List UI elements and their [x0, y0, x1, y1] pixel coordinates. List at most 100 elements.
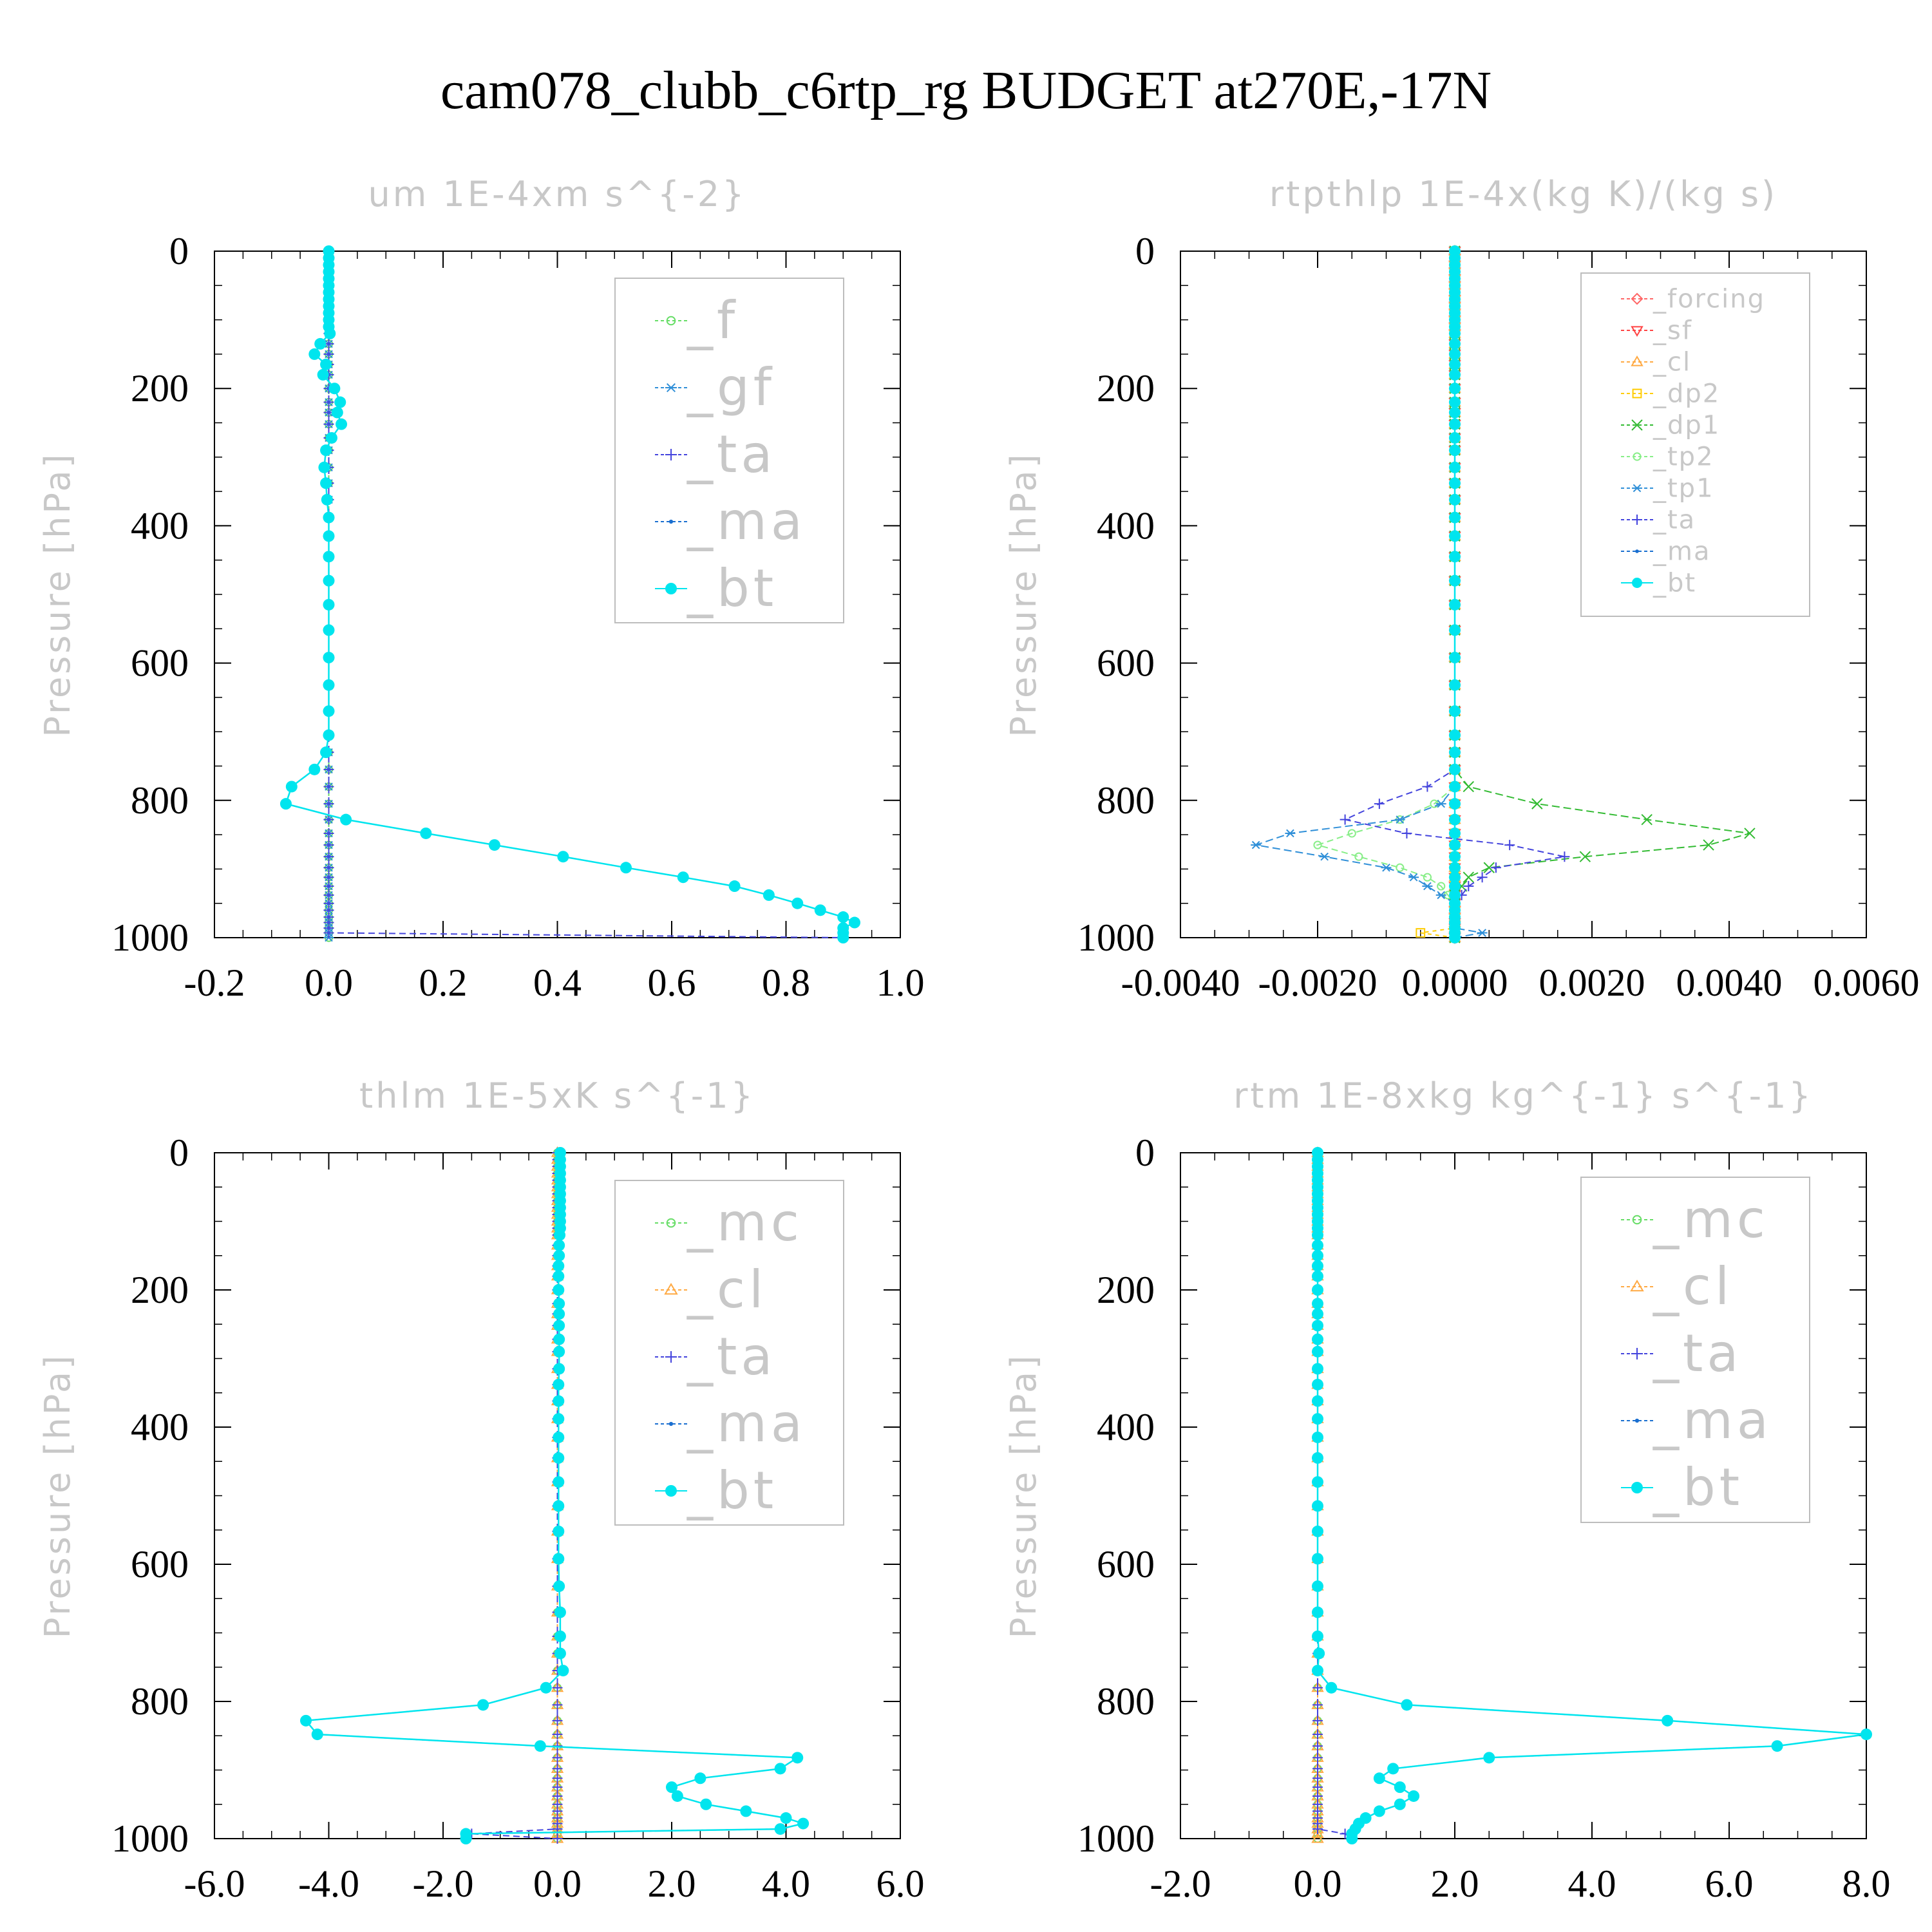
series-bt [300, 1147, 810, 1844]
data-point [1312, 1249, 1323, 1262]
data-point [1312, 1715, 1323, 1726]
legend: _mc _cl _ta _ma _bt [1580, 1177, 1810, 1523]
x-tick-label: -2.0 [413, 1862, 474, 1905]
data-point [553, 1452, 565, 1464]
legend-marker [666, 316, 676, 326]
data-point [1346, 1833, 1358, 1844]
data-point [557, 851, 569, 863]
data-point [774, 1763, 786, 1775]
y-tick-label: 1000 [1077, 1817, 1155, 1860]
data-point [552, 1833, 563, 1844]
series-line [1255, 251, 1482, 938]
data-point [1531, 798, 1543, 810]
legend-label: _ma [687, 1394, 806, 1454]
data-point [321, 493, 333, 506]
data-point [797, 1817, 810, 1830]
data-point [1401, 1699, 1413, 1711]
data-point [666, 1781, 677, 1794]
data-point [728, 880, 741, 893]
data-point [554, 1630, 566, 1642]
data-point [1423, 873, 1432, 882]
data-point [323, 598, 335, 611]
data-point [1408, 1790, 1420, 1802]
data-point [323, 881, 334, 892]
data-point [814, 904, 826, 916]
data-point [553, 1249, 565, 1262]
x-tick-label: 0.0040 [1676, 961, 1783, 1004]
panel-3: thlm 1E-5xK s^{-1} Pressure [hPa] 0 200 400 6… [37, 1075, 925, 1905]
data-point [1449, 781, 1461, 793]
data-point [1449, 889, 1461, 901]
y-tick-label: 800 [1097, 1680, 1155, 1723]
data-point [477, 1699, 489, 1711]
data-point [323, 872, 334, 883]
data-point [1325, 1681, 1338, 1694]
legend-label: _ta [687, 424, 776, 484]
data-point [1312, 1413, 1323, 1425]
x-tick-label: 6.0 [876, 1862, 925, 1905]
legend-marker [1631, 1482, 1643, 1493]
y-tick-label: 400 [131, 504, 189, 547]
legend-marker [1632, 1215, 1642, 1225]
data-point [323, 679, 335, 691]
x-tick-label: 0.4 [533, 961, 582, 1004]
data-point [1312, 1729, 1323, 1740]
x-tick-label: 8.0 [1842, 1862, 1891, 1905]
data-point [323, 764, 334, 775]
x-tick-label: 6.0 [1705, 1862, 1754, 1905]
data-point [1703, 839, 1714, 851]
data-point [1312, 1320, 1323, 1332]
x-tick-label: 0.0 [1294, 1862, 1342, 1905]
series-bt [1449, 245, 1461, 943]
data-point [540, 1681, 552, 1694]
legend-box [614, 1180, 844, 1526]
data-point [1449, 746, 1461, 759]
y-tick-label: 600 [131, 642, 189, 685]
y-tick-label: 0 [169, 230, 189, 272]
data-point [1861, 1728, 1872, 1741]
y-tick-label: 800 [131, 779, 189, 822]
data-point [1449, 530, 1461, 542]
legend-marker [665, 1485, 677, 1497]
data-point [1354, 852, 1363, 861]
data-point [1449, 598, 1461, 611]
data-point [1449, 880, 1461, 893]
data-point [323, 348, 334, 359]
data-point [1312, 1239, 1323, 1251]
data-point [1449, 729, 1461, 741]
data-point [553, 1298, 565, 1310]
data-point [1449, 851, 1461, 863]
y-tick-label: 1000 [111, 916, 189, 959]
legend-label: _cl [1653, 348, 1691, 377]
y-tick-label: 600 [1097, 1543, 1155, 1586]
data-point [1373, 1772, 1385, 1785]
legend-marker [668, 519, 674, 524]
panel-title: rtpthlp 1E-4x(kg K)/(kg s) [1269, 174, 1777, 214]
data-point [1422, 882, 1433, 891]
y-axis-label: Pressure [hPa] [1003, 1353, 1044, 1638]
data-point [1449, 871, 1461, 884]
data-point [320, 746, 332, 759]
data-point [552, 1715, 563, 1726]
data-point [323, 511, 335, 524]
data-point [1449, 337, 1461, 350]
data-point [1449, 477, 1461, 489]
legend-label: _cl [1653, 1256, 1733, 1316]
data-point [1312, 1763, 1323, 1774]
data-point [1312, 1378, 1323, 1390]
legend-label: _dp1 [1653, 411, 1720, 440]
legend-label: _ma [687, 491, 806, 551]
data-point [323, 419, 334, 430]
y-tick-label: 600 [1097, 642, 1155, 685]
y-tick-label: 400 [1097, 504, 1155, 547]
data-point [1504, 840, 1515, 851]
data-point [1312, 1752, 1323, 1763]
legend-label: _ma [1653, 537, 1710, 567]
data-point [1435, 799, 1446, 808]
data-point [1449, 679, 1461, 691]
x-tick-label: 0.2 [419, 961, 468, 1004]
data-point [762, 889, 775, 901]
panel-2: rtpthlp 1E-4x(kg K)/(kg s) Pressure [hPa]… [1003, 174, 1920, 1004]
y-tick-label: 200 [131, 367, 189, 410]
